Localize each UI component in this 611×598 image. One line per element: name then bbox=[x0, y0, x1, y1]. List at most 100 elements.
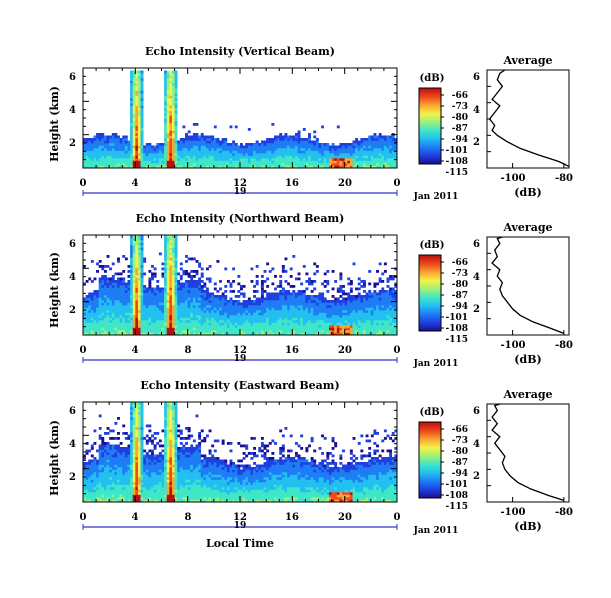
heatmap-cell bbox=[103, 145, 107, 149]
heatmap-cell bbox=[203, 285, 207, 288]
heatmap-cell bbox=[185, 155, 188, 159]
heatmap-cell bbox=[258, 325, 262, 328]
heatmap-cell bbox=[242, 160, 246, 164]
heatmap-cell bbox=[373, 143, 377, 146]
heatmap-cell bbox=[179, 282, 183, 286]
heatmap-cell bbox=[313, 272, 317, 276]
heatmap-cell bbox=[132, 105, 136, 109]
heatmap-cell bbox=[182, 297, 186, 301]
heatmap-cell bbox=[143, 307, 147, 311]
heatmap-cell bbox=[135, 235, 139, 238]
heatmap-cell bbox=[355, 155, 359, 159]
panel-eastward-beam: Echo Intensity (Eastward Beam) Height (k… bbox=[48, 379, 573, 550]
heatmap-cell bbox=[85, 165, 89, 169]
heatmap-cell bbox=[276, 325, 280, 328]
heatmap-cell bbox=[103, 275, 107, 278]
heatmap-cell bbox=[362, 330, 366, 333]
heatmap-cell bbox=[315, 310, 319, 313]
heatmap-cell bbox=[132, 330, 136, 333]
heatmap-cell bbox=[156, 280, 160, 283]
heatmap-cell bbox=[219, 302, 222, 306]
heatmap-cell bbox=[169, 325, 173, 328]
heatmap-cell bbox=[347, 312, 351, 316]
heatmap-cell bbox=[164, 275, 168, 278]
heatmap-cell bbox=[166, 103, 170, 106]
heatmap-cell bbox=[268, 317, 272, 321]
heatmap-cell bbox=[151, 297, 154, 301]
heatmap-cell bbox=[221, 322, 225, 326]
heatmap-cell bbox=[266, 317, 270, 321]
heatmap-cell bbox=[326, 280, 330, 283]
heatmap-cell bbox=[310, 153, 314, 156]
heatmap-cell bbox=[137, 315, 141, 318]
heatmap-cell bbox=[386, 312, 390, 316]
heatmap-cell bbox=[130, 125, 134, 129]
heatmap-cell bbox=[190, 315, 194, 318]
heatmap-cell bbox=[85, 449, 89, 453]
heatmap-cell bbox=[373, 155, 377, 159]
heatmap-cell bbox=[169, 83, 173, 86]
heatmap-cell bbox=[132, 138, 136, 141]
heatmap-cell bbox=[122, 282, 126, 286]
heatmap-cell bbox=[297, 332, 301, 336]
heatmap-cell bbox=[352, 140, 356, 144]
heatmap-cell bbox=[90, 494, 94, 498]
heatmap-cell bbox=[174, 150, 178, 154]
heatmap-cell bbox=[124, 160, 128, 164]
heatmap-cell bbox=[198, 297, 202, 301]
heatmap-cell bbox=[347, 160, 351, 164]
heatmap-cell bbox=[195, 315, 199, 318]
heatmap-cell bbox=[360, 138, 364, 141]
heatmap-cell bbox=[323, 150, 327, 154]
heatmap-cell bbox=[373, 148, 377, 151]
heatmap-cell bbox=[203, 155, 207, 159]
heatmap-cell bbox=[253, 150, 256, 154]
heatmap-cell bbox=[177, 140, 181, 144]
heatmap-cell bbox=[174, 305, 178, 308]
heatmap-cell bbox=[349, 317, 353, 321]
heatmap-cell bbox=[211, 295, 215, 298]
heatmap-cell bbox=[148, 332, 152, 336]
heatmap-cell bbox=[164, 105, 168, 109]
heatmap-cell bbox=[279, 292, 283, 296]
heatmap-cell bbox=[260, 140, 264, 144]
heatmap-cell bbox=[166, 110, 170, 114]
heatmap-cell bbox=[161, 297, 165, 301]
heatmap-cell bbox=[190, 135, 194, 139]
heatmap-cell bbox=[308, 153, 311, 156]
heatmap-cell bbox=[200, 315, 204, 318]
heatmap-cell bbox=[260, 285, 264, 288]
heatmap-cell bbox=[224, 295, 228, 298]
heatmap-cell bbox=[289, 307, 293, 311]
heatmap-cell bbox=[200, 158, 204, 161]
heatmap-cell bbox=[326, 148, 330, 151]
heatmap-cell bbox=[258, 327, 262, 331]
heatmap-cell bbox=[103, 310, 107, 313]
heatmap-cell bbox=[308, 312, 311, 316]
heatmap-cell bbox=[203, 297, 207, 301]
heatmap-cell bbox=[292, 332, 296, 336]
heatmap-cell bbox=[171, 247, 175, 251]
heatmap-cell bbox=[216, 317, 220, 321]
heatmap-cell bbox=[292, 297, 296, 301]
heatmap-cell bbox=[137, 265, 141, 268]
heatmap-cell bbox=[190, 145, 194, 149]
heatmap-cell bbox=[378, 297, 382, 301]
heatmap-cell bbox=[98, 494, 102, 498]
heatmap-cell bbox=[96, 499, 99, 503]
heatmap-cell bbox=[153, 307, 157, 311]
heatmap-cell bbox=[310, 140, 314, 144]
heatmap-cell bbox=[124, 287, 128, 291]
heatmap-cell bbox=[171, 135, 175, 139]
heatmap-cell bbox=[266, 165, 270, 169]
heatmap-cell bbox=[130, 93, 134, 96]
heatmap-cell bbox=[281, 150, 285, 154]
heatmap-cell bbox=[174, 307, 178, 311]
heatmap-cell bbox=[232, 300, 236, 303]
heatmap-cell bbox=[232, 320, 236, 323]
heatmap-cell bbox=[130, 135, 134, 139]
heatmap-cell bbox=[90, 499, 94, 503]
heatmap-cell bbox=[276, 135, 280, 139]
heatmap-cell bbox=[321, 322, 325, 326]
heatmap-cell bbox=[258, 300, 262, 303]
